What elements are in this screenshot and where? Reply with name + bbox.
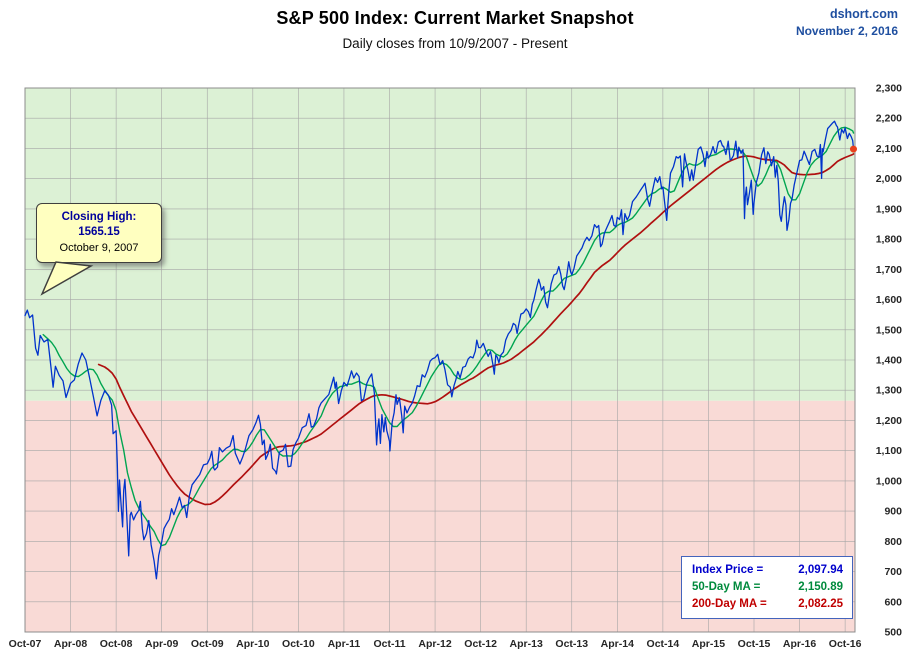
plot-border xyxy=(24,87,856,633)
page-title: S&P 500 Index: Current Market Snapshot xyxy=(276,8,634,28)
svg-text:Oct-12: Oct-12 xyxy=(464,638,497,650)
svg-text:Oct-16: Oct-16 xyxy=(829,638,862,650)
ma50-line xyxy=(42,126,855,547)
legend-item-index-price: Index Price = 2,097.94 xyxy=(692,562,843,579)
svg-text:900: 900 xyxy=(884,506,902,518)
svg-text:2,200: 2,200 xyxy=(876,113,902,125)
svg-text:600: 600 xyxy=(884,596,902,608)
svg-text:1,300: 1,300 xyxy=(876,385,902,397)
svg-text:1,100: 1,100 xyxy=(876,445,902,457)
svg-text:Oct-08: Oct-08 xyxy=(100,638,133,650)
svg-text:1,200: 1,200 xyxy=(876,415,902,427)
closing-high-callout: Closing High: 1565.15 October 9, 2007 xyxy=(36,203,162,296)
svg-text:1,800: 1,800 xyxy=(876,234,902,246)
callout-tail xyxy=(40,261,94,296)
legend-label: Index Price = xyxy=(692,564,764,576)
svg-text:Apr-10: Apr-10 xyxy=(236,638,269,650)
svg-text:Oct-15: Oct-15 xyxy=(738,638,771,650)
svg-text:Apr-13: Apr-13 xyxy=(510,638,543,650)
index-price-line xyxy=(24,120,855,580)
svg-text:1,400: 1,400 xyxy=(876,355,902,367)
svg-text:500: 500 xyxy=(884,627,902,639)
legend-item-200-day-ma: 200-Day MA = 2,082.25 xyxy=(692,596,843,613)
svg-text:Apr-16: Apr-16 xyxy=(783,638,816,650)
source-link[interactable]: dshort.com xyxy=(829,7,898,21)
svg-text:1,000: 1,000 xyxy=(876,475,902,487)
legend-label: 200-Day MA = xyxy=(692,598,767,610)
svg-text:1,600: 1,600 xyxy=(876,294,902,306)
svg-text:Oct-07: Oct-07 xyxy=(9,638,42,650)
callout-line2: 1565.15 xyxy=(78,225,120,238)
svg-text:Oct-13: Oct-13 xyxy=(555,638,588,650)
svg-text:Apr-08: Apr-08 xyxy=(54,638,87,650)
svg-text:700: 700 xyxy=(884,566,902,578)
svg-text:Apr-12: Apr-12 xyxy=(418,638,451,650)
svg-text:1,700: 1,700 xyxy=(876,264,902,276)
ma200-line xyxy=(97,153,855,506)
page-subtitle: Daily closes from 10/9/2007 - Present xyxy=(342,36,568,51)
legend-box: Index Price = 2,097.94 50-Day MA = 2,150… xyxy=(681,556,853,619)
date-label: November 2, 2016 xyxy=(795,23,898,38)
x-axis-labels: Oct-07 Apr-08 Oct-08 Apr-09 Oct-09 Apr-10 Oct-… xyxy=(9,638,862,650)
svg-text:1,900: 1,900 xyxy=(876,203,902,215)
callout-line3: October 9, 2007 xyxy=(59,241,139,254)
svg-text:Apr-15: Apr-15 xyxy=(692,638,725,650)
svg-text:2,100: 2,100 xyxy=(876,143,902,155)
latest-close-marker xyxy=(849,145,857,153)
bull-zone xyxy=(25,88,855,401)
legend-value: 2,082.25 xyxy=(798,598,843,610)
svg-text:2,000: 2,000 xyxy=(876,173,902,185)
legend-label: 50-Day MA = xyxy=(692,581,761,593)
svg-text:Apr-09: Apr-09 xyxy=(145,638,178,650)
svg-text:Apr-14: Apr-14 xyxy=(601,638,634,650)
svg-text:800: 800 xyxy=(884,536,902,548)
legend-item-50-day-ma: 50-Day MA = 2,150.89 xyxy=(692,579,843,596)
svg-text:Oct-14: Oct-14 xyxy=(647,638,680,650)
svg-text:Oct-10: Oct-10 xyxy=(282,638,315,650)
y-axis-labels: 500 600 700 800 900 1,000 1,100 1,200 1,300 1,400… xyxy=(876,83,902,639)
source-block: dshort.com November 2, 2016 xyxy=(796,6,898,39)
legend-value: 2,097.94 xyxy=(798,564,843,576)
svg-text:Oct-11: Oct-11 xyxy=(373,638,405,650)
svg-text:Apr-11: Apr-11 xyxy=(328,638,361,650)
svg-text:2,300: 2,300 xyxy=(876,83,902,95)
svg-text:1,500: 1,500 xyxy=(876,324,902,336)
svg-text:Oct-09: Oct-09 xyxy=(191,638,224,650)
callout-line1: Closing High: xyxy=(61,211,137,223)
legend-value: 2,150.89 xyxy=(798,581,843,593)
